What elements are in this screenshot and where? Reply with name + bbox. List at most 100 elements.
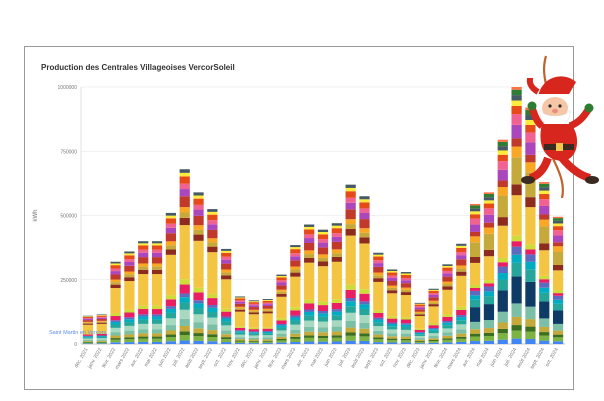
bar-segment xyxy=(96,322,107,324)
bar-segment xyxy=(400,295,412,318)
bar-segment xyxy=(179,325,190,332)
bar-segment xyxy=(387,293,398,317)
bar-segment xyxy=(110,279,121,283)
bar-segment xyxy=(290,247,301,250)
bar-segment xyxy=(151,263,163,267)
bar-segment xyxy=(179,297,190,303)
bar-segment xyxy=(373,330,384,335)
bar-segment xyxy=(428,289,439,292)
bar-segment xyxy=(345,224,356,230)
bar-segment xyxy=(414,309,425,312)
bar-segment xyxy=(414,316,425,329)
bar-segment xyxy=(345,197,356,203)
bar-segment xyxy=(511,114,522,125)
bar-segment xyxy=(497,279,508,291)
bar-segment xyxy=(317,242,329,248)
bar-segment xyxy=(276,318,287,321)
bar-segment xyxy=(262,327,273,329)
bar-segment xyxy=(96,317,107,320)
bar-segment xyxy=(373,334,384,338)
bar-segment xyxy=(290,269,301,273)
bar-segment xyxy=(470,336,481,342)
bar-segment xyxy=(497,154,508,162)
bar-segment xyxy=(248,307,259,310)
bar-segment xyxy=(317,338,329,342)
bar-segment xyxy=(552,334,564,338)
bar-segment xyxy=(317,261,329,267)
bar-segment xyxy=(290,272,301,277)
bar-segment xyxy=(110,274,121,280)
bar-segment xyxy=(165,308,176,313)
bar-segment xyxy=(221,279,232,309)
bar-segment xyxy=(151,305,163,310)
bar-segment xyxy=(110,332,121,336)
bar-segment xyxy=(138,245,149,250)
bar-segment xyxy=(234,343,246,344)
bar-segment xyxy=(400,336,412,339)
bar-segment xyxy=(359,336,370,341)
bar-segment xyxy=(552,235,564,243)
bar-segment xyxy=(345,332,356,336)
bar-segment xyxy=(304,238,315,243)
bar-segment xyxy=(304,341,315,344)
bar-segment xyxy=(124,265,135,272)
bar-segment xyxy=(331,331,342,336)
bar-segment xyxy=(96,338,107,340)
bar-segment xyxy=(110,284,121,289)
bar-segment xyxy=(552,226,564,231)
bar-segment xyxy=(262,299,273,300)
bar-segment xyxy=(442,265,453,268)
bar-segment xyxy=(262,331,273,334)
bar-segment xyxy=(400,273,412,275)
bar-segment xyxy=(470,295,481,300)
bar-segment xyxy=(497,146,508,151)
bar-segment xyxy=(248,309,259,312)
bar-segment xyxy=(552,251,564,265)
bar-segment xyxy=(539,214,550,220)
bar-segment xyxy=(373,260,384,264)
bar-segment xyxy=(483,291,495,297)
bar-segment xyxy=(359,202,370,209)
bar-segment xyxy=(331,315,342,321)
bar-segment xyxy=(221,337,232,340)
bar-segment xyxy=(400,342,412,344)
bar-segment xyxy=(234,297,246,299)
bar-segment xyxy=(552,303,564,311)
bar-segment xyxy=(359,333,370,337)
bar-segment xyxy=(373,312,384,318)
bar-segment xyxy=(483,328,495,333)
bar-segment xyxy=(221,256,232,260)
bar-segment xyxy=(497,262,508,267)
bar-segment xyxy=(193,303,204,309)
bar-segment xyxy=(470,307,481,322)
bar-segment xyxy=(82,316,94,317)
bar-segment xyxy=(414,339,425,342)
bar-segment xyxy=(456,336,467,339)
bar-segment xyxy=(317,305,329,311)
bar-segment xyxy=(138,263,149,267)
bar-segment xyxy=(345,209,356,220)
bar-segment xyxy=(96,315,107,317)
bar-segment xyxy=(96,336,107,337)
bar-segment xyxy=(221,263,232,270)
bar-segment xyxy=(82,339,94,342)
bar-segment xyxy=(552,330,564,335)
bar-segment xyxy=(262,333,273,336)
bar-segment xyxy=(331,320,342,327)
bar-segment xyxy=(234,330,246,332)
bar-segment xyxy=(138,309,149,315)
bar-segment xyxy=(387,338,398,341)
legend-entry-saint-martin[interactable]: Saint Martin en Vercors xyxy=(49,330,107,336)
bar-segment xyxy=(110,313,121,317)
bar-segment xyxy=(428,295,439,298)
bar-segment xyxy=(276,323,287,326)
y-tick-label: 500000 xyxy=(60,214,77,220)
bar-segment xyxy=(400,272,412,274)
bar-segment xyxy=(262,304,273,306)
bar-segment xyxy=(138,338,149,342)
bar-segment xyxy=(96,333,107,336)
bar-segment xyxy=(317,239,329,243)
bar-segment xyxy=(331,228,342,234)
bar-segment xyxy=(428,302,439,305)
bar-segment xyxy=(414,332,425,333)
